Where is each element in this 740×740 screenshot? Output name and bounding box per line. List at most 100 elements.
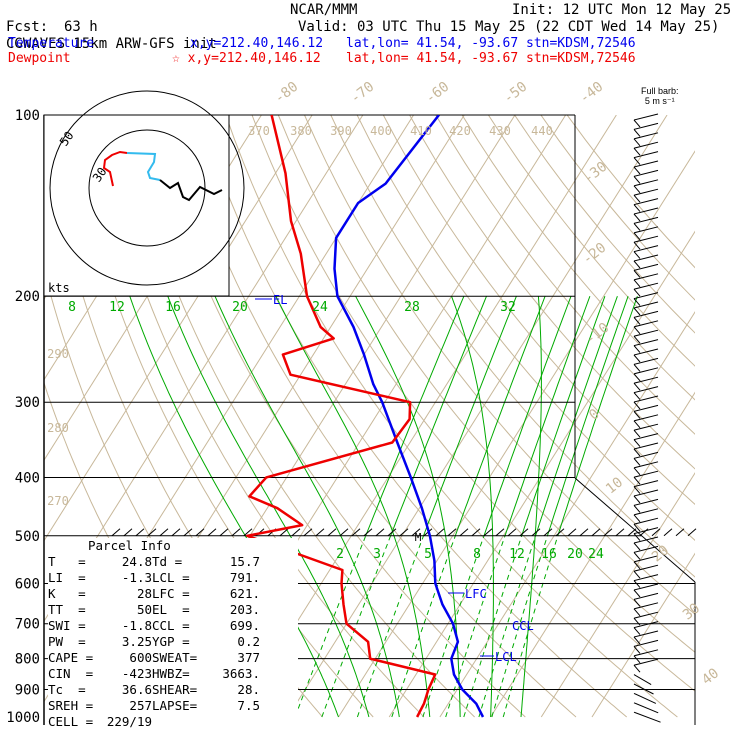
parcel-info-row: PW = 3.25 YGP = 0.2 — [48, 634, 298, 650]
wind-barb-flag — [633, 514, 641, 523]
wind-barb-staff — [633, 292, 659, 300]
mixing-ratio-line — [422, 535, 485, 718]
isotherm-line — [338, 150, 695, 718]
dry-adiabat-line — [172, 115, 577, 718]
mixing-ratio-line — [463, 535, 523, 718]
dry-adiabat-line — [277, 115, 695, 653]
dry-adiabat-line — [330, 115, 695, 578]
wind-barb-flag — [633, 279, 641, 288]
parcel-info-value: 699. — [229, 618, 260, 633]
hatch-mark — [555, 528, 565, 537]
parcel-info-key: CELL = — [48, 714, 94, 729]
parcel-info-row: LI = -1.3 LCL = 791. — [48, 570, 298, 586]
wind-barb-staff — [633, 348, 659, 356]
mixing-ratio-line — [445, 535, 506, 718]
dry-adiabat-line — [514, 115, 695, 334]
hatch-mark — [231, 528, 241, 537]
wind-barb-flag — [633, 608, 641, 617]
isotherm-label: -80 — [272, 79, 302, 107]
mixing-ratio-line — [423, 296, 517, 536]
wind-barb-staff — [633, 160, 659, 168]
temperature-profile-line — [333, 115, 485, 718]
hatch-mark — [495, 528, 505, 537]
temperature-xy: x,y=212.40,146.12 — [190, 36, 324, 51]
wind-barb-staff — [633, 310, 659, 318]
mixing-ratio-label: 3 — [373, 547, 381, 562]
hatch-mark — [147, 528, 157, 537]
isotherm-label: -20 — [580, 240, 610, 268]
parcel-info-value: 36.6 — [121, 682, 152, 697]
temperature-latlon: lat,lon= 41.54, -93.67 — [346, 36, 519, 51]
mixing-ratio-line — [390, 296, 487, 536]
wind-barb-flag — [633, 420, 641, 429]
wind-barb-flag — [633, 317, 641, 325]
theta-label: 420 — [449, 124, 471, 138]
hatch-mark — [171, 528, 181, 537]
pressure-tick-label: 300 — [15, 395, 40, 411]
wind-barb-flag — [633, 382, 641, 391]
hatch-mark — [471, 528, 481, 537]
dewpoint-legend: Dewpoint — [8, 51, 71, 66]
parcel-info-value: 600 — [129, 650, 152, 665]
wind-barb-staff — [633, 555, 659, 563]
wind-barb-staff — [633, 254, 659, 262]
wind-barb-flag — [633, 495, 641, 504]
hodograph-trace-mid — [126, 152, 161, 181]
theta-label: 290 — [47, 347, 69, 361]
mixing-ratio-line — [504, 296, 591, 536]
parcel-info-key: Tc = — [48, 682, 86, 697]
isotherm-label: -30 — [581, 159, 611, 187]
isotherm-label: 30 — [680, 600, 703, 623]
wind-barb-flag — [633, 411, 641, 419]
lcl-marker-label: LCL — [495, 650, 517, 664]
wind-barb-flag — [633, 561, 641, 570]
wind-barb-flag — [633, 467, 641, 476]
parcel-info-value: 377 — [237, 650, 260, 665]
hatch-mark — [219, 528, 229, 537]
hatch-mark — [579, 528, 589, 537]
parcel-info-key: Td = — [152, 554, 183, 569]
wind-barb-staff — [633, 564, 659, 572]
wind-barb-flag — [633, 448, 641, 457]
wind-barb-staff — [633, 674, 652, 686]
parcel-info-row: Tc = 36.6 SHEAR= 28. — [48, 682, 298, 698]
isotherm-label: 0 — [586, 406, 602, 424]
isotherm-line — [236, 115, 617, 718]
wind-barb-staff — [633, 658, 659, 666]
hatch-mark — [327, 528, 337, 537]
parcel-info-key: SWEAT= — [152, 650, 198, 665]
hatch-mark — [387, 528, 397, 537]
wind-barb-flag — [633, 570, 641, 579]
mixing-ratio-line — [535, 296, 618, 536]
parcel-info-key: CIN = — [48, 666, 94, 681]
wind-barb-staff — [633, 508, 659, 516]
wind-barb-flag — [633, 185, 641, 194]
wind-barb-staff — [633, 198, 659, 206]
pressure-tick-label: 200 — [15, 289, 40, 305]
model-title: CGWAVES 15km ARW-GFS init — [6, 36, 217, 52]
wind-barb-staff — [633, 207, 659, 215]
wind-barb-flag — [633, 373, 641, 382]
hodograph-frame — [43, 114, 230, 297]
wind-barb-staff — [633, 273, 659, 281]
wind-barb-staff — [633, 216, 659, 224]
wind-barb-flag — [633, 617, 641, 626]
wind-barb-flag — [633, 166, 641, 175]
hatch-mark — [243, 528, 253, 537]
wind-barb-flag — [633, 552, 641, 560]
parcel-info-value: 28 — [136, 586, 152, 601]
isotherm-line — [44, 115, 313, 542]
parcel-info-key: LAPSE= — [152, 698, 198, 713]
hatch-mark — [507, 528, 517, 537]
hatch-mark — [303, 528, 313, 537]
mixing-ratio-line — [521, 296, 606, 536]
wind-barb-staff — [633, 702, 659, 714]
dry-adiabat-line — [225, 115, 678, 718]
wind-barb-flag — [633, 533, 641, 541]
hodograph-ring — [88, 129, 206, 247]
mixing-ratio-label: 12 — [509, 547, 525, 562]
org-label: NCAR/MMM — [290, 2, 358, 18]
dry-adiabat-line — [199, 115, 628, 718]
wind-barb-flag — [633, 270, 641, 278]
hatch-mark — [447, 528, 457, 537]
